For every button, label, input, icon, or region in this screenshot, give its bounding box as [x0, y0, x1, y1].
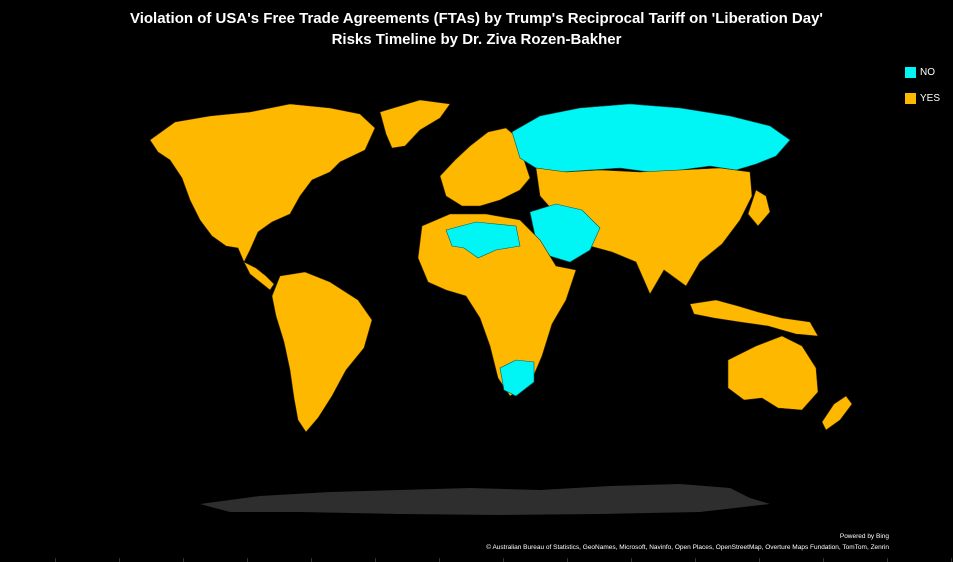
- axis-tick: [439, 558, 440, 562]
- legend-item-yes: YES: [905, 92, 940, 104]
- japan: [747, 189, 771, 227]
- axis-tick: [759, 558, 760, 562]
- bottom-ticks: [0, 558, 953, 562]
- north-africa: [445, 221, 521, 259]
- legend-label-yes: YES: [920, 92, 941, 104]
- greenland: [379, 99, 451, 149]
- axis-tick: [503, 558, 504, 562]
- title-line-2: Risks Timeline by Dr. Ziva Rozen-Bakher: [331, 31, 622, 48]
- axis-tick: [375, 558, 376, 562]
- antarctica: [200, 484, 770, 515]
- axis-tick: [55, 558, 56, 562]
- australia: [727, 335, 819, 411]
- axis-tick: [119, 558, 120, 562]
- southern-africa: [499, 359, 535, 397]
- legend: NO YES: [905, 66, 940, 118]
- axis-tick: [823, 558, 824, 562]
- legend-item-no: NO: [905, 66, 940, 78]
- europe: [439, 127, 531, 207]
- south-america: [271, 271, 373, 433]
- chart-title: Violation of USA's Free Trade Agreements…: [0, 8, 953, 50]
- legend-swatch-no: [905, 66, 916, 78]
- africa: [417, 213, 577, 397]
- powered-by-bing: Powered by Bing: [839, 533, 889, 540]
- axis-tick: [951, 558, 952, 562]
- axis-tick: [567, 558, 568, 562]
- russia: [511, 103, 791, 173]
- axis-tick: [887, 558, 888, 562]
- axis-tick: [311, 558, 312, 562]
- map-attribution: © Australian Bureau of Statistics, GeoNa…: [486, 544, 889, 551]
- axis-tick: [183, 558, 184, 562]
- legend-swatch-yes: [905, 92, 916, 104]
- axis-tick: [631, 558, 632, 562]
- southeast-asia-islands: [689, 299, 819, 337]
- axis-tick: [695, 558, 696, 562]
- central-america: [243, 261, 275, 291]
- axis-tick: [247, 558, 248, 562]
- title-line-1: Violation of USA's Free Trade Agreements…: [129, 10, 823, 27]
- new-zealand: [821, 395, 853, 431]
- legend-label-no: NO: [920, 66, 935, 78]
- north-america: [149, 103, 376, 263]
